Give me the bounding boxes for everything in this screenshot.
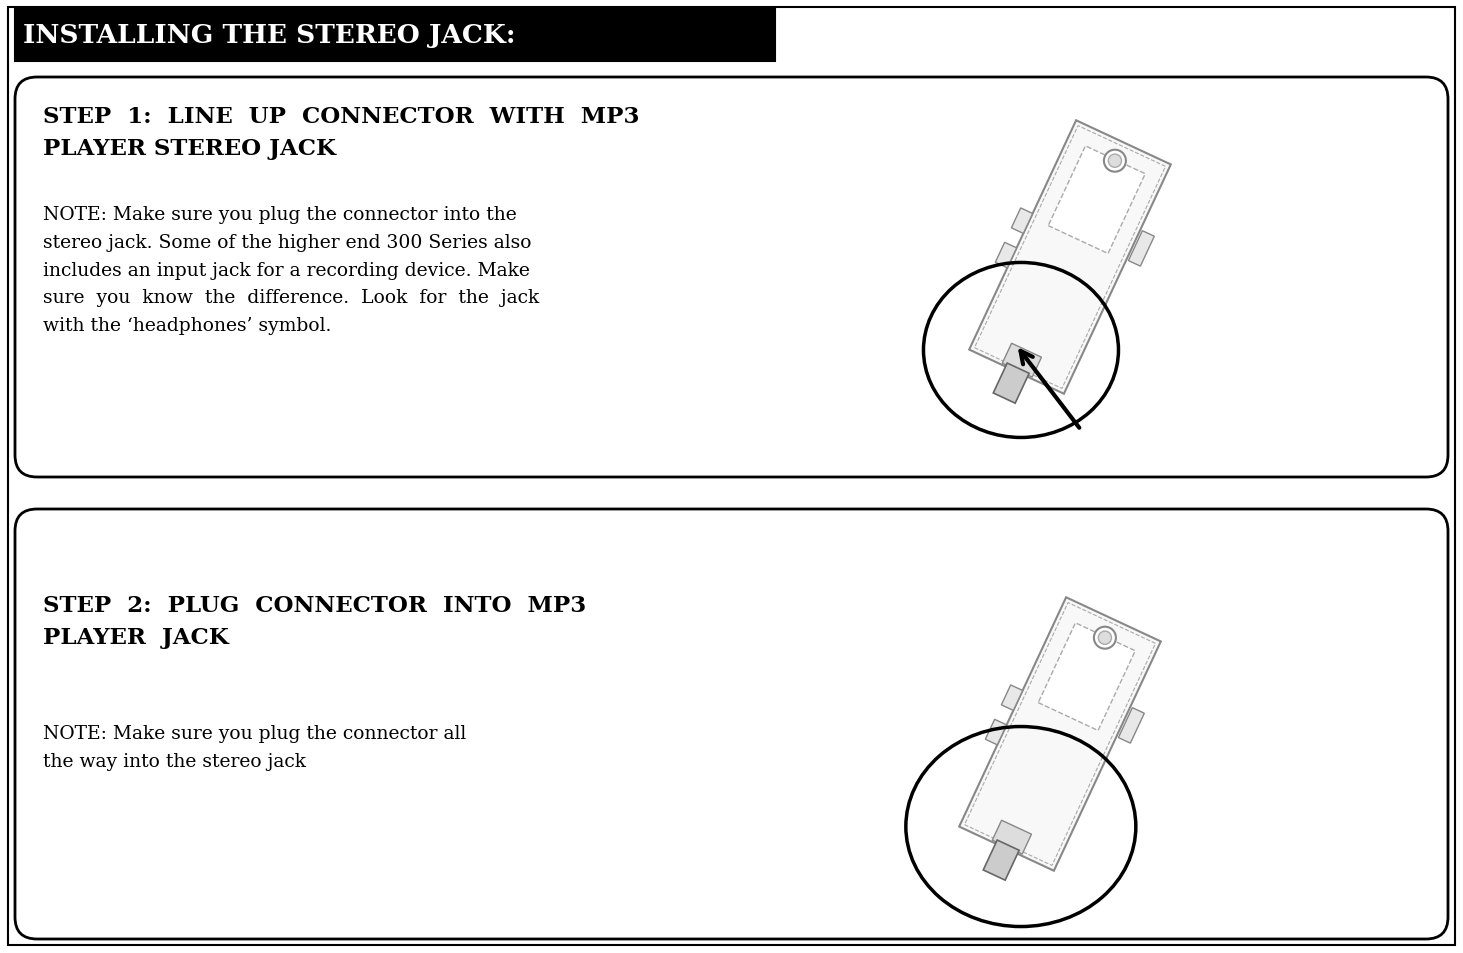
Circle shape <box>1105 151 1127 172</box>
Text: STEP  1:  LINE  UP  CONNECTOR  WITH  MP3: STEP 1: LINE UP CONNECTOR WITH MP3 <box>42 106 639 128</box>
Bar <box>15 10 775 62</box>
Polygon shape <box>1001 685 1023 711</box>
Text: INSTALLING THE STEREO JACK:: INSTALLING THE STEREO JACK: <box>23 24 515 49</box>
FancyBboxPatch shape <box>15 510 1448 939</box>
Polygon shape <box>969 121 1170 395</box>
Polygon shape <box>1118 708 1144 743</box>
Polygon shape <box>1048 147 1146 254</box>
Text: STEP  2:  PLUG  CONNECTOR  INTO  MP3: STEP 2: PLUG CONNECTOR INTO MP3 <box>42 595 587 617</box>
Polygon shape <box>1128 232 1154 267</box>
Polygon shape <box>992 821 1031 854</box>
Circle shape <box>1094 627 1116 649</box>
Text: PLAYER STEREO JACK: PLAYER STEREO JACK <box>42 138 336 160</box>
Circle shape <box>1109 155 1122 168</box>
Polygon shape <box>986 720 1007 745</box>
Polygon shape <box>993 364 1028 404</box>
Text: NOTE: Make sure you plug the connector into the
stereo jack. Some of the higher : NOTE: Make sure you plug the connector i… <box>42 206 540 335</box>
FancyBboxPatch shape <box>15 78 1448 477</box>
Circle shape <box>1099 632 1112 644</box>
Polygon shape <box>960 598 1160 871</box>
Polygon shape <box>983 841 1020 881</box>
Polygon shape <box>1039 623 1135 731</box>
Text: PLAYER  JACK: PLAYER JACK <box>42 626 228 648</box>
Polygon shape <box>1011 209 1033 234</box>
Text: NOTE: Make sure you plug the connector all
the way into the stereo jack: NOTE: Make sure you plug the connector a… <box>42 724 467 770</box>
Polygon shape <box>995 243 1017 269</box>
Polygon shape <box>1002 344 1042 377</box>
